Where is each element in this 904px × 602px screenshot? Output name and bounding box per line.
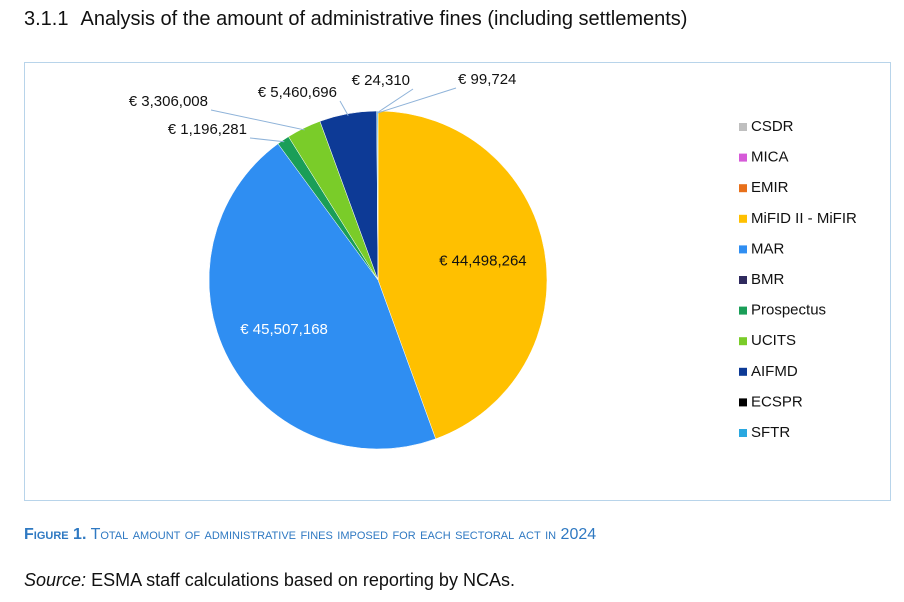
heading-number: 3.1.1 xyxy=(24,8,69,30)
legend-swatch xyxy=(739,306,747,315)
legend-label: BMR xyxy=(751,271,785,288)
legend-swatch xyxy=(739,153,747,162)
source-prefix: Source: xyxy=(24,570,87,590)
legend-swatch xyxy=(739,429,747,437)
data-label: € 99,724 xyxy=(458,71,516,88)
legend-swatch xyxy=(739,214,747,223)
legend-swatch xyxy=(739,245,747,254)
legend-label: MICA xyxy=(751,149,789,166)
legend-swatch xyxy=(739,123,747,131)
legend-swatch xyxy=(739,367,747,376)
data-label: € 45,507,168 xyxy=(240,321,328,338)
legend-label: AIFMD xyxy=(751,363,798,380)
pie-slice xyxy=(376,110,379,281)
caption-text: Total amount of administrative fines imp… xyxy=(90,526,597,543)
leader-line xyxy=(249,137,285,143)
leader-line xyxy=(377,87,457,114)
legend-swatch xyxy=(739,276,747,284)
heading-title: Analysis of the amount of administrative… xyxy=(80,8,688,30)
legend-label: MiFID II - MiFIR xyxy=(751,210,857,227)
legend-label: CSDR xyxy=(751,118,794,135)
legend-label: ECSPR xyxy=(751,393,803,410)
caption-label: Figure 1. xyxy=(24,526,87,543)
leader-line xyxy=(376,88,414,114)
pie-slice xyxy=(208,143,436,450)
chart: € 44,498,264 € 45,507,168 € 1,196,281 € 3,3… xyxy=(129,71,857,450)
data-label: € 5,460,696 xyxy=(258,84,337,101)
chart-box: € 44,498,264 € 45,507,168 € 1,196,281 € 3,3… xyxy=(24,62,891,501)
source-text: ESMA staff calculations based on reporti… xyxy=(91,570,515,590)
legend-swatch xyxy=(739,184,747,193)
legend-label: Prospectus xyxy=(751,302,826,319)
caption: Figure 1. Total amount of administrative… xyxy=(24,526,596,544)
data-label: € 3,306,008 xyxy=(129,93,208,110)
pie-slice xyxy=(377,110,548,440)
leader-line xyxy=(210,109,305,131)
data-label: € 1,196,281 xyxy=(168,121,247,138)
legend-label: UCITS xyxy=(751,332,796,349)
legend-label: SFTR xyxy=(751,424,790,441)
legend-swatch xyxy=(739,337,747,346)
legend-label: MAR xyxy=(751,240,785,257)
legend-label: EMIR xyxy=(751,179,789,196)
source: Source: ESMA staff calculations based on… xyxy=(24,570,515,591)
legend-swatch xyxy=(739,398,747,407)
heading: 3.1.1 Analysis of the amount of administr… xyxy=(24,8,687,31)
data-label: € 24,310 xyxy=(352,72,410,89)
leader-line xyxy=(339,100,349,116)
data-label: € 44,498,264 xyxy=(439,253,527,270)
